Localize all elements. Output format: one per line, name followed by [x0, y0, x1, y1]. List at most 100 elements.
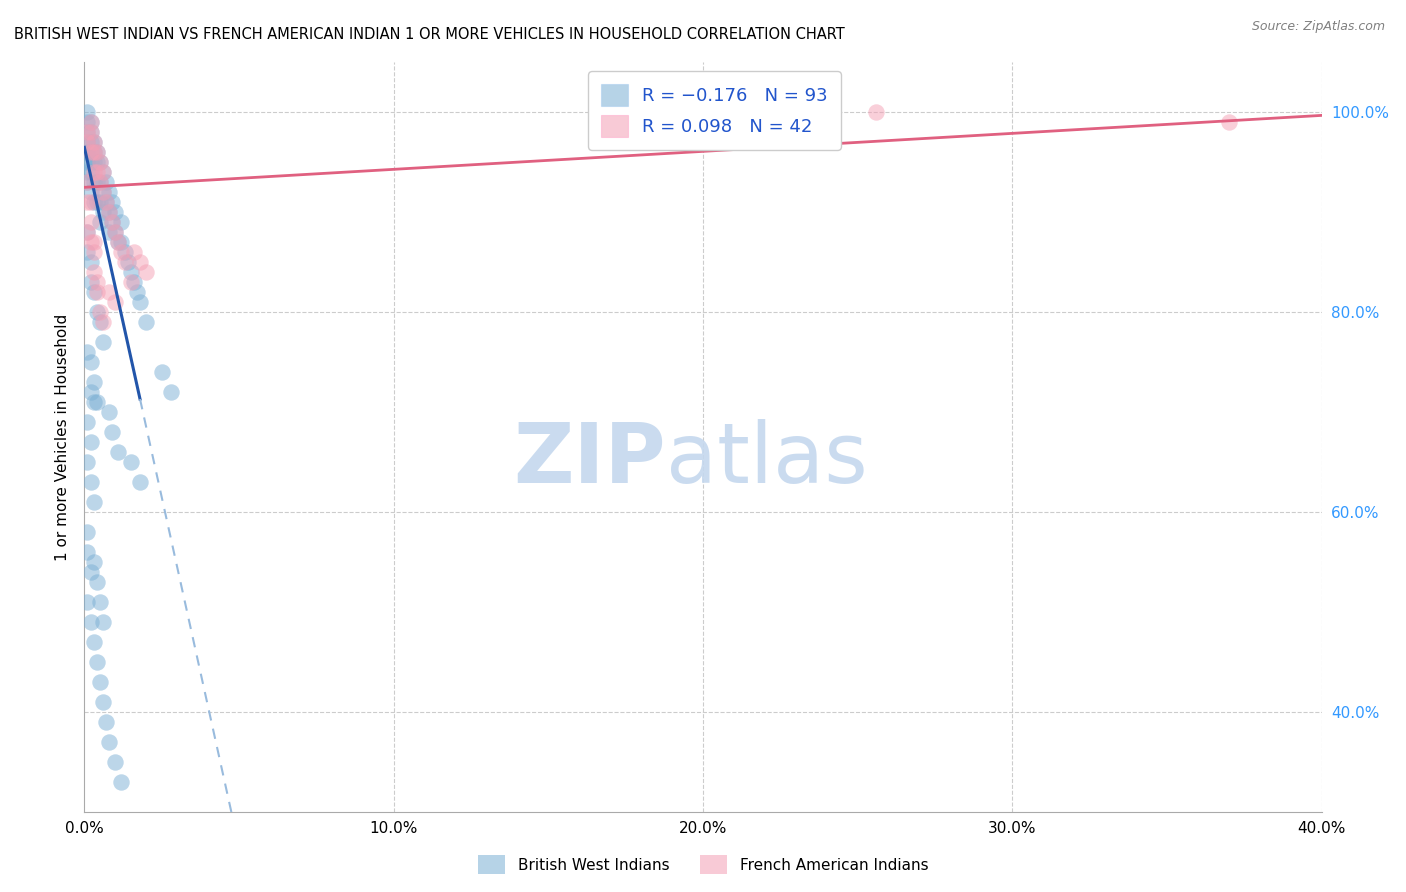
Point	[76, 175, 98, 189]
Point	[79, 615, 101, 629]
Point	[79, 186, 101, 200]
Point	[83, 495, 105, 509]
Point	[89, 305, 111, 319]
Point	[86, 175, 108, 189]
Point	[76, 415, 98, 429]
Point	[101, 215, 124, 229]
Point	[79, 145, 101, 160]
Point	[91, 615, 114, 629]
Point	[89, 595, 111, 609]
Point	[79, 255, 101, 269]
Point	[110, 215, 132, 229]
Point	[76, 225, 98, 239]
Point	[86, 275, 108, 289]
Point	[98, 735, 121, 749]
Point	[89, 674, 111, 689]
Point	[104, 225, 127, 239]
Point	[91, 695, 114, 709]
Point	[120, 265, 142, 279]
Point	[110, 245, 132, 260]
Point	[79, 355, 101, 369]
Legend: R = −0.176   N = 93, R = 0.098   N = 42: R = −0.176 N = 93, R = 0.098 N = 42	[588, 71, 841, 150]
Point	[79, 475, 101, 489]
Point	[89, 195, 111, 210]
Y-axis label: 1 or more Vehicles in Household: 1 or more Vehicles in Household	[55, 313, 70, 561]
Point	[129, 255, 152, 269]
Point	[98, 405, 121, 419]
Point	[83, 285, 105, 300]
Point	[91, 205, 114, 219]
Text: Source: ZipAtlas.com: Source: ZipAtlas.com	[1251, 20, 1385, 33]
Point	[98, 285, 121, 300]
Point	[125, 285, 148, 300]
Point	[110, 235, 132, 250]
Point	[89, 155, 111, 169]
Point	[76, 345, 98, 359]
Point	[86, 655, 108, 669]
Point	[76, 545, 98, 559]
Point	[91, 165, 114, 179]
Point	[104, 205, 127, 219]
Point	[101, 195, 124, 210]
Point	[79, 115, 101, 129]
Point	[83, 136, 105, 150]
Point	[76, 155, 98, 169]
Point	[79, 145, 101, 160]
Point	[83, 145, 105, 160]
Point	[135, 265, 157, 279]
Point	[86, 195, 108, 210]
Point	[107, 235, 129, 250]
Point	[129, 475, 152, 489]
Point	[86, 574, 108, 589]
Point	[86, 305, 108, 319]
Point	[76, 115, 98, 129]
Point	[76, 225, 98, 239]
Point	[76, 175, 98, 189]
Point	[79, 215, 101, 229]
Point	[107, 235, 129, 250]
Point	[76, 136, 98, 150]
Point	[98, 205, 121, 219]
Point	[89, 175, 111, 189]
Point	[91, 165, 114, 179]
Point	[76, 455, 98, 469]
Point	[122, 245, 145, 260]
Point	[76, 165, 98, 179]
Point	[101, 425, 124, 439]
Point	[83, 265, 105, 279]
Point	[86, 165, 108, 179]
Point	[83, 245, 105, 260]
Point	[83, 136, 105, 150]
Point	[79, 165, 101, 179]
Point	[83, 195, 105, 210]
Point	[135, 315, 157, 329]
Point	[83, 635, 105, 649]
Point	[76, 125, 98, 139]
Point	[89, 315, 111, 329]
Point	[79, 155, 101, 169]
Point	[91, 335, 114, 350]
Point	[120, 455, 142, 469]
Point	[120, 275, 142, 289]
Point	[79, 565, 101, 579]
Point	[89, 155, 111, 169]
Point	[76, 595, 98, 609]
Point	[114, 255, 136, 269]
Point	[107, 445, 129, 459]
Point	[104, 755, 127, 769]
Point	[94, 714, 117, 729]
Point	[76, 524, 98, 539]
Point	[86, 155, 108, 169]
Point	[129, 295, 152, 310]
Point	[122, 275, 145, 289]
Point	[83, 155, 105, 169]
Point	[83, 235, 105, 250]
Point	[76, 105, 98, 120]
Point	[79, 195, 101, 210]
Point	[91, 315, 114, 329]
Point	[94, 175, 117, 189]
Point	[79, 125, 101, 139]
Point	[89, 215, 111, 229]
Point	[83, 375, 105, 389]
Point	[76, 125, 98, 139]
